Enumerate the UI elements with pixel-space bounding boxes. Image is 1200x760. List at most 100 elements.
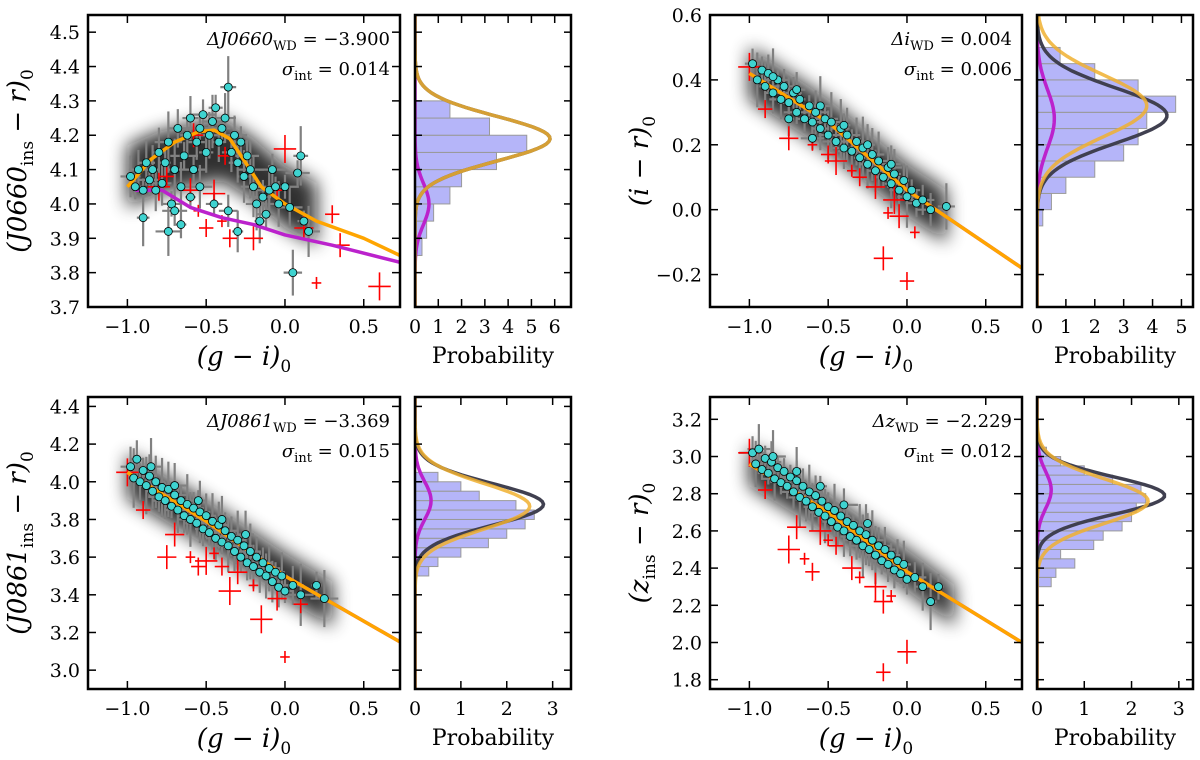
data-point (261, 209, 271, 219)
data-point (249, 182, 258, 192)
annotation-sigma-value: = 0.006 (934, 59, 1012, 80)
data-point (751, 459, 761, 469)
annotation-offset: ΔJ0861WD = −3.369 (206, 411, 390, 436)
annotation-sigma-label: σ (282, 59, 295, 80)
data-point (151, 477, 161, 487)
data-point (145, 471, 154, 481)
y-tick-label: 3.8 (50, 509, 80, 531)
annotation-sigma: σint = 0.014 (282, 59, 390, 84)
data-point (154, 148, 164, 157)
data-point (886, 159, 896, 169)
data-point (789, 487, 798, 497)
data-point (899, 176, 909, 185)
data-point (208, 117, 217, 126)
y-tick-label: 1.8 (672, 670, 702, 692)
histogram-x-tick-label: 2 (1125, 698, 1137, 720)
histogram-x-tick-label: 2 (1089, 316, 1101, 338)
fit-line-orange (748, 71, 1022, 270)
annotation-offset-label: Δz (872, 411, 896, 432)
x-axis-label-sub: 0 (280, 357, 291, 377)
annotation-sigma: σint = 0.012 (904, 441, 1012, 466)
annotation-sigma: σint = 0.006 (904, 59, 1012, 84)
plot-area (116, 438, 400, 663)
data-point (820, 511, 830, 521)
data-point (296, 151, 306, 161)
data-point (267, 165, 277, 174)
data-point (288, 580, 298, 590)
data-point (226, 148, 236, 157)
histogram-area (1037, 15, 1177, 307)
annotation-sigma-value: = 0.015 (312, 441, 390, 462)
data-point (826, 117, 836, 127)
plot-frame (86, 395, 402, 691)
density-curve-magenta (1037, 15, 1057, 307)
y-tick-label: −0.2 (656, 265, 702, 287)
data-point (249, 562, 258, 571)
data-point (907, 185, 917, 195)
histogram-bar (415, 490, 480, 502)
data-point (189, 503, 198, 513)
histogram-x-tick-label: 4 (1147, 316, 1159, 338)
data-point (239, 172, 249, 181)
data-point (141, 158, 151, 168)
data-point (285, 202, 295, 212)
data-point (163, 227, 173, 236)
data-point (211, 533, 221, 543)
y-axis-label-sub: ins (18, 141, 38, 166)
data-point (852, 535, 861, 545)
histogram-frame (413, 395, 573, 691)
data-point (233, 158, 243, 168)
data-point (894, 185, 904, 195)
density-curve-dark (1037, 15, 1169, 307)
x-axis-label-text: (g − i) (819, 342, 903, 372)
data-point (160, 158, 170, 168)
annotation-offset-value: = −3.369 (297, 411, 390, 432)
data-point (910, 573, 920, 582)
y-tick-label: 3.0 (50, 660, 80, 682)
data-point (255, 567, 265, 577)
data-point (752, 75, 762, 85)
data-point (896, 569, 906, 579)
data-point (792, 85, 802, 95)
data-point (163, 137, 173, 147)
data-point (130, 182, 140, 192)
histogram-x-tick-label: 3 (479, 316, 491, 338)
data-point (299, 216, 309, 226)
x-tick-label: −1.0 (104, 698, 150, 720)
histogram-bar (1037, 558, 1076, 569)
data-point (126, 172, 135, 181)
y-tick-label: 4.3 (50, 91, 80, 113)
data-point (768, 452, 778, 461)
data-point (163, 484, 173, 494)
x-tick-label: −0.5 (805, 316, 851, 338)
data-point (217, 123, 227, 133)
data-point (154, 492, 164, 502)
panel-p1: −1.0 −0.5 0.0 0.5 3.7 3.8 3.9 4.0 4.1 4.2 4.3 4.4 4.… (3, 13, 573, 377)
data-point (763, 468, 773, 478)
data-point (223, 206, 233, 216)
x-tick-label: 0.0 (270, 316, 300, 338)
data-point (208, 516, 217, 526)
data-point (241, 530, 250, 539)
data-point (176, 220, 186, 229)
histogram-frame (1035, 13, 1195, 309)
histogram-x-tick-label: 1 (432, 316, 444, 338)
data-point (245, 165, 255, 174)
data-point (204, 528, 214, 538)
data-point (792, 466, 802, 476)
annotation-offset: ΔJ0660WD = −3.900 (206, 29, 390, 54)
data-point (204, 130, 214, 140)
data-point (804, 101, 814, 111)
x-tick-label: 0.0 (270, 698, 300, 720)
annotation-sigma-label: σ (904, 441, 917, 462)
data-point (252, 552, 262, 562)
x-tick-label: −0.5 (183, 316, 229, 338)
data-point (173, 505, 183, 515)
annotation-sigma-sub: int (294, 69, 313, 84)
data-point (792, 476, 802, 486)
data-point (258, 558, 268, 568)
data-point (880, 545, 890, 554)
data-point (863, 159, 872, 169)
data-point (795, 94, 805, 104)
histogram-frame (1035, 395, 1195, 691)
